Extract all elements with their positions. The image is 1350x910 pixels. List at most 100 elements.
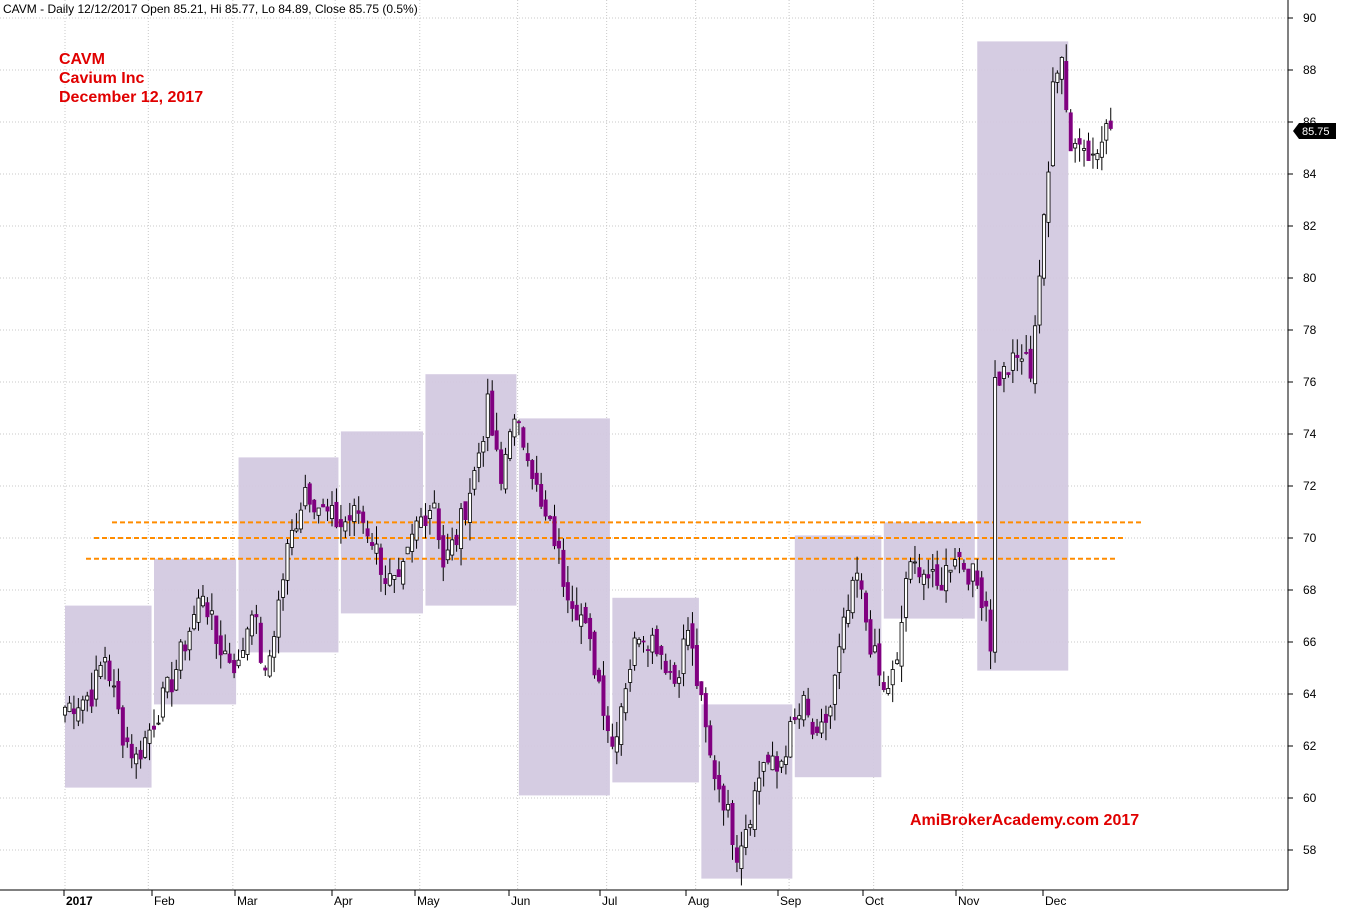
candle-body [151, 725, 156, 730]
candle-body [103, 657, 108, 663]
candle-body [200, 595, 205, 607]
candle [1019, 344, 1024, 375]
candle-body [205, 602, 210, 618]
candle-body [120, 707, 125, 746]
x-tick-label: Dec [1045, 894, 1066, 908]
candle [467, 478, 472, 541]
candle-body [343, 521, 348, 532]
candle [338, 504, 343, 544]
candle [103, 646, 108, 680]
y-tick-label: 62 [1303, 739, 1317, 753]
candle [1068, 109, 1073, 152]
last-price-marker: 85.75 [1293, 123, 1336, 139]
candle [1064, 44, 1069, 113]
candle [597, 667, 602, 684]
candle-body [690, 623, 695, 649]
candle-body [775, 756, 780, 772]
candle [579, 603, 584, 645]
candle [294, 513, 299, 533]
candle-body [961, 562, 966, 570]
candle-body [160, 687, 165, 718]
candle-body [605, 715, 610, 732]
candle [503, 447, 508, 494]
candle-body [681, 638, 686, 675]
candle-body [926, 574, 931, 579]
candle [730, 800, 735, 860]
candle [450, 527, 455, 561]
candle [1090, 137, 1095, 169]
candle-body [663, 660, 668, 674]
candle [98, 661, 103, 680]
candle [459, 503, 464, 566]
candle-body [1059, 57, 1064, 80]
candle-body [249, 614, 254, 637]
candle-body [525, 453, 530, 462]
candle-body [129, 743, 134, 759]
candle [944, 548, 949, 603]
candle-body [641, 640, 646, 643]
candle [1046, 161, 1051, 238]
candle-body [334, 501, 339, 528]
candle [436, 502, 441, 549]
candle-body [734, 847, 739, 863]
x-tick-label: 2017 [66, 894, 93, 908]
candle [169, 661, 174, 707]
candle [378, 543, 383, 592]
candle-body [975, 570, 980, 586]
candle [245, 626, 250, 661]
candle-body [783, 756, 788, 765]
candle-body [67, 702, 72, 712]
candle-body [828, 706, 833, 717]
candle-body [1019, 358, 1024, 362]
candle-body [988, 609, 993, 652]
candle [258, 616, 263, 664]
candle-body [209, 610, 214, 615]
candle-body [1064, 61, 1069, 111]
candle-body [561, 549, 566, 587]
candle-body [855, 572, 860, 581]
candle-body [276, 599, 281, 638]
candle-body [254, 614, 259, 618]
candle [605, 706, 610, 743]
candle [717, 761, 722, 803]
candle [686, 617, 691, 651]
support-resistance-lines [86, 521, 1142, 560]
candle [708, 720, 713, 758]
candle [432, 490, 437, 509]
candle-body [214, 615, 219, 644]
candle-body [512, 418, 517, 438]
candle [76, 698, 81, 727]
candle-body [316, 507, 321, 516]
candle-body [1024, 352, 1029, 354]
candle-body [454, 534, 459, 546]
candle-body [993, 377, 998, 653]
x-tick-label: May [417, 894, 440, 908]
candle-body [1050, 81, 1055, 167]
candle [1042, 213, 1047, 286]
candle [757, 760, 762, 805]
candle-body [80, 699, 85, 711]
candle-body [970, 563, 975, 582]
candle [192, 605, 197, 631]
candle [663, 653, 668, 675]
candle [85, 691, 90, 712]
candle [223, 634, 228, 655]
candle-body [503, 453, 508, 490]
candle [984, 591, 989, 622]
candle [165, 676, 170, 699]
candle-body [143, 737, 148, 758]
candle [272, 630, 277, 673]
candle-body [236, 659, 241, 667]
y-tick-label: 80 [1303, 271, 1317, 285]
candle [846, 594, 851, 628]
candle [289, 519, 294, 556]
candle-body [1015, 354, 1020, 358]
candle [187, 627, 192, 661]
candle [441, 525, 446, 582]
candle [570, 585, 575, 622]
candle [917, 553, 922, 584]
candle-body [165, 676, 170, 693]
candle-body [281, 579, 286, 598]
candle-body [240, 650, 245, 658]
candle [89, 672, 94, 714]
